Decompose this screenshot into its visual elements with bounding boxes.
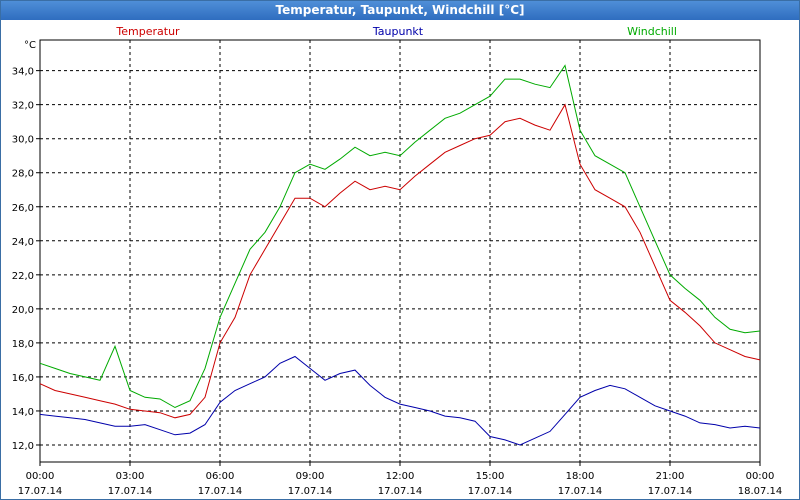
y-tick-label: 22,0	[12, 271, 34, 282]
y-tick-label: 20,0	[12, 305, 34, 316]
x-tick-time: 21:00	[656, 471, 685, 482]
x-tick-time: 03:00	[116, 471, 145, 482]
series-line-windchill	[39, 64, 761, 409]
x-tick-time: 00:00	[26, 471, 55, 482]
y-tick-labels: 12,0 14,0 16,0 18,0 20,0 22,0 24,0 26,0 28,0 30,0…	[12, 67, 40, 452]
legend-taupunkt: Taupunkt	[372, 25, 424, 38]
y-tick-label: 28,0	[12, 169, 34, 180]
chart-title: Temperatur, Taupunkt, Windchill [°C]	[1, 1, 799, 20]
y-tick-label: 30,0	[12, 135, 34, 146]
x-tick-time: 06:00	[206, 471, 235, 482]
x-tick-time: 18:00	[566, 471, 595, 482]
y-tick-label: 14,0	[12, 407, 34, 418]
x-tick-labels: 00:00 17.07.14 03:00 17.07.14 06:00 17.07.14 0…	[18, 462, 783, 497]
x-tick-date: 17.07.14	[378, 486, 423, 497]
x-tick-date: 17.07.14	[18, 486, 63, 497]
x-tick-time: 12:00	[386, 471, 415, 482]
x-tick-time: 00:00	[746, 471, 775, 482]
x-tick-date: 18.07.14	[738, 486, 783, 497]
x-tick-date: 17.07.14	[648, 486, 693, 497]
series-line-temperatur	[39, 103, 761, 419]
x-tick-date: 17.07.14	[108, 486, 153, 497]
y-tick-label: 26,0	[12, 203, 34, 214]
y-tick-label: 16,0	[12, 373, 34, 384]
x-tick-date: 17.07.14	[288, 486, 333, 497]
series-lines	[39, 64, 761, 446]
y-tick-label: 12,0	[12, 441, 34, 452]
x-tick-date: 17.07.14	[198, 486, 243, 497]
y-tick-label: 32,0	[12, 101, 34, 112]
grid	[40, 40, 760, 462]
legend-temperatur: Temperatur	[115, 25, 180, 38]
y-tick-label: 34,0	[12, 67, 34, 78]
series-line-taupunkt	[39, 355, 761, 446]
x-tick-date: 17.07.14	[468, 486, 513, 497]
legend-windchill: Windchill	[627, 25, 677, 38]
x-tick-time: 09:00	[296, 471, 325, 482]
y-tick-label: 24,0	[12, 237, 34, 248]
x-tick-date: 17.07.14	[558, 486, 603, 497]
x-tick-time: 15:00	[476, 471, 505, 482]
y-tick-label: 18,0	[12, 339, 34, 350]
y-axis-unit: °C	[24, 40, 36, 51]
